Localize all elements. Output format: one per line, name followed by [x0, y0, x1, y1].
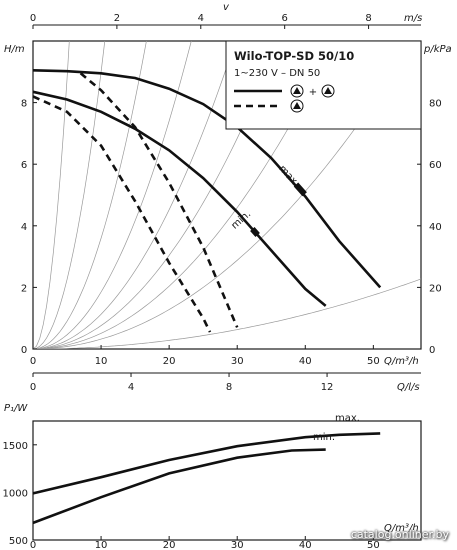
pump-symbol-triangle	[293, 87, 301, 94]
system-curve	[33, 41, 335, 349]
head-tick-label: 4	[21, 222, 27, 233]
flow-ls-tick-label: 8	[226, 382, 232, 393]
flow-tick-label: 10	[95, 540, 108, 550]
pump-symbol-triangle	[324, 87, 332, 94]
power-curve-max	[32, 432, 381, 495]
flow-ls-axis-label: Q/l/s	[397, 382, 420, 393]
velocity-tick-label: 6	[281, 13, 287, 24]
flow-tick-label: 20	[163, 540, 176, 550]
curve-label-min: min.	[229, 209, 253, 232]
flow-ls-tick-label: 12	[321, 382, 334, 393]
flow-axis-label: Q/m³/h	[384, 356, 419, 367]
head-axis-label: H/m	[4, 44, 25, 55]
velocity-tick-label: 4	[198, 13, 204, 24]
velocity-tick-label: 8	[365, 13, 371, 24]
system-curve	[33, 41, 106, 349]
pressure-tick-label: 0	[429, 345, 435, 356]
system-curve	[33, 41, 281, 349]
flow-ls-tick-label: 4	[128, 382, 134, 393]
flow-tick-label: 50	[367, 540, 380, 550]
plot-frame	[32, 420, 422, 541]
flow-tick-label: 40	[299, 540, 312, 550]
velocity-axis-label: v	[223, 2, 230, 13]
power-axis-label: P₁/W	[4, 403, 28, 414]
flow-ls-tick-label: 0	[30, 382, 36, 393]
power-label-min: min.	[313, 432, 335, 443]
system-curve	[33, 41, 192, 349]
power-tick-label: 500	[9, 536, 28, 547]
pressure-tick-label: 20	[429, 283, 442, 294]
head-tick-label: 6	[21, 160, 27, 171]
velocity-tick-label: 2	[114, 13, 120, 24]
flow-tick-label: 40	[299, 356, 312, 367]
power-flow-chart: 500 1000 1500 P₁/W 0 10 20 30 40 50 Q/m³/h max.min.	[3, 403, 422, 550]
pump-curve-dashed	[79, 72, 239, 328]
power-tick-label: 1500	[3, 441, 28, 452]
min-marker	[250, 227, 260, 237]
legend-subtitle: 1~230 V – DN 50	[234, 68, 320, 79]
pressure-tick-label: 60	[429, 160, 442, 171]
max-marker	[293, 182, 307, 197]
legend-box	[225, 40, 422, 130]
pressure-tick-label: 40	[429, 222, 442, 233]
flow-tick-label: 30	[231, 356, 244, 367]
pump-curve-dashed	[32, 95, 212, 333]
flow-tick-label: 30	[231, 540, 244, 550]
pressure-axis-label: p/kPa	[423, 44, 452, 55]
head-tick-label: 8	[21, 99, 27, 110]
velocity-unit-label: m/s	[404, 13, 422, 24]
velocity-tick-label: 0	[30, 13, 36, 24]
pump-curve-min	[32, 90, 327, 307]
power-tick-label: 1000	[3, 488, 28, 499]
head-tick-label: 0	[21, 345, 27, 356]
watermark: catalog.onliner.by	[350, 528, 449, 541]
pump-curve-max	[32, 69, 382, 289]
power-label-max: max.	[335, 413, 360, 424]
flow-tick-label: 10	[95, 356, 108, 367]
power-curve-min	[32, 448, 326, 525]
system-curve	[33, 41, 147, 349]
legend-plus: +	[309, 87, 317, 98]
system-curve	[33, 278, 421, 349]
power-flow-axis-label: Q/m³/h	[384, 523, 419, 534]
pressure-tick-label: 80	[429, 99, 442, 110]
flow-tick-label: 0	[30, 540, 36, 550]
flow-tick-label: 50	[367, 356, 380, 367]
flow-tick-label: 20	[163, 356, 176, 367]
legend-title: Wilo-TOP-SD 50/10	[234, 49, 354, 63]
head-tick-label: 2	[21, 283, 27, 294]
pump-symbol-triangle	[293, 102, 301, 109]
flow-tick-label: 0	[30, 356, 36, 367]
